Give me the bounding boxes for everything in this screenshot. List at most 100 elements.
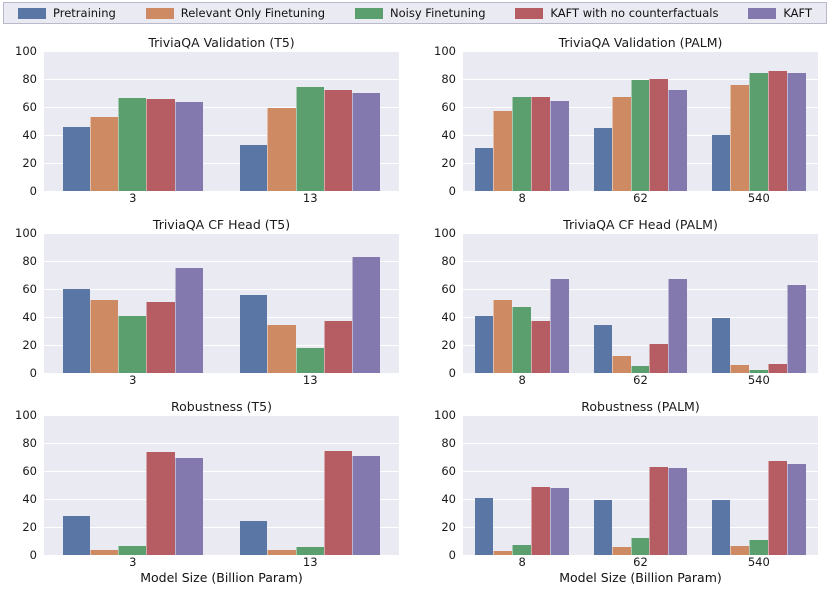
legend-label: KAFT with no counterfactuals xyxy=(550,6,719,20)
bar xyxy=(531,321,550,373)
y-axis: 0 20 40 60 80 100 xyxy=(425,226,463,380)
subplot-triviaqa-cf-head-palm: TriviaQA CF Head (PALM) 0 20 40 60 80 100 8 62… xyxy=(425,216,818,388)
y-tick-label: 40 xyxy=(441,128,456,142)
subplot-title: TriviaQA CF Head (PALM) xyxy=(563,217,718,232)
gridline xyxy=(463,232,818,234)
bar-group-13 xyxy=(240,415,381,555)
category-slot xyxy=(463,415,581,555)
x-tick-label: 3 xyxy=(129,373,137,387)
y-tick-label: 100 xyxy=(15,226,37,240)
bar-group-8 xyxy=(475,415,569,555)
bar xyxy=(549,100,569,191)
bar-group-13 xyxy=(240,233,381,373)
x-tick-label: 62 xyxy=(633,555,648,569)
bar-groups xyxy=(463,415,818,555)
y-tick-label: 40 xyxy=(441,310,456,324)
bar xyxy=(786,284,806,373)
y-tick-label: 40 xyxy=(22,492,37,506)
bar xyxy=(786,464,806,555)
x-tick-label: 13 xyxy=(302,373,318,387)
y-tick-label: 80 xyxy=(441,254,456,268)
y-tick-label: 100 xyxy=(15,44,37,58)
y-axis: 0 20 40 60 80 100 xyxy=(6,408,44,562)
y-tick-label: 0 xyxy=(29,184,37,198)
x-axis-ticks: 3 13 xyxy=(44,191,399,206)
x-tick-label: 540 xyxy=(747,373,770,387)
bar xyxy=(668,468,688,555)
x-axis-ticks: 8 62 540 xyxy=(463,555,818,570)
y-tick-label: 20 xyxy=(22,338,37,352)
legend-label: Relevant Only Finetuning xyxy=(180,6,326,20)
bar xyxy=(323,320,353,373)
gridline xyxy=(44,344,399,346)
subplot-title: Robustness (T5) xyxy=(171,399,272,414)
gridline xyxy=(44,260,399,262)
bar xyxy=(493,111,513,191)
bar xyxy=(267,325,296,373)
bar-groups xyxy=(44,233,399,373)
subplot-robustness-palm: Robustness (PALM) 0 20 40 60 80 100 8 62 540 Mo… xyxy=(425,398,818,587)
bar xyxy=(146,452,175,555)
y-tick-label: 60 xyxy=(441,100,456,114)
bar xyxy=(668,279,688,373)
x-axis-ticks: 8 62 540 xyxy=(463,373,818,388)
x-tick-label: 3 xyxy=(129,191,137,205)
bar xyxy=(352,456,381,555)
bar-groups xyxy=(44,415,399,555)
bar-group-3 xyxy=(62,233,203,373)
gridline xyxy=(44,106,399,108)
plot-area xyxy=(44,50,399,191)
category-slot xyxy=(581,51,699,191)
bar xyxy=(323,450,353,555)
gridline xyxy=(463,316,818,318)
x-tick-label: 540 xyxy=(747,191,770,205)
legend-item-kaft-no-counterfactuals: KAFT with no counterfactuals xyxy=(515,6,718,20)
y-tick-label: 60 xyxy=(22,282,37,296)
bar xyxy=(512,545,532,555)
legend-swatch-noisy-finetuning xyxy=(355,7,383,19)
subplot-robustness-t5: Robustness (T5) 0 20 40 60 80 100 3 13 Model S… xyxy=(6,398,399,587)
y-tick-label: 80 xyxy=(441,436,456,450)
gridline xyxy=(463,498,818,500)
bar xyxy=(240,144,268,191)
category-slot xyxy=(222,415,400,555)
plot-area xyxy=(463,50,818,191)
x-tick-label: 3 xyxy=(129,555,137,569)
gridline xyxy=(463,288,818,290)
bar xyxy=(493,300,513,373)
bar xyxy=(611,355,631,373)
bar xyxy=(767,71,787,191)
bar xyxy=(118,315,147,373)
bar xyxy=(549,279,569,373)
legend-label: Noisy Finetuning xyxy=(390,6,486,20)
x-tick-label: 62 xyxy=(633,373,648,387)
gridline xyxy=(44,134,399,136)
bar xyxy=(549,487,569,555)
x-tick-label: 8 xyxy=(518,191,526,205)
x-axis-ticks: 8 62 540 xyxy=(463,191,818,206)
bar-group-3 xyxy=(62,51,203,191)
bar-group-13 xyxy=(240,51,381,191)
bar xyxy=(767,363,787,373)
bar xyxy=(748,540,768,555)
y-tick-label: 80 xyxy=(22,254,37,268)
bar xyxy=(240,521,268,555)
category-slot xyxy=(700,233,818,373)
gridline xyxy=(463,78,818,80)
bar xyxy=(62,289,90,373)
x-tick-label: 13 xyxy=(302,555,318,569)
bar xyxy=(240,294,268,373)
bar-group-540 xyxy=(712,233,806,373)
bar xyxy=(352,93,381,191)
legend-swatch-kaft-no-counterfactuals xyxy=(515,7,544,19)
bar xyxy=(475,316,494,373)
bar-group-8 xyxy=(475,51,569,191)
bar xyxy=(649,466,669,555)
y-tick-label: 0 xyxy=(29,548,37,562)
bar-groups xyxy=(44,51,399,191)
legend-item-noisy-finetuning: Noisy Finetuning xyxy=(355,6,486,20)
bar xyxy=(748,370,768,373)
bar-group-62 xyxy=(593,233,688,373)
bar xyxy=(729,364,749,373)
gridline xyxy=(44,232,399,234)
